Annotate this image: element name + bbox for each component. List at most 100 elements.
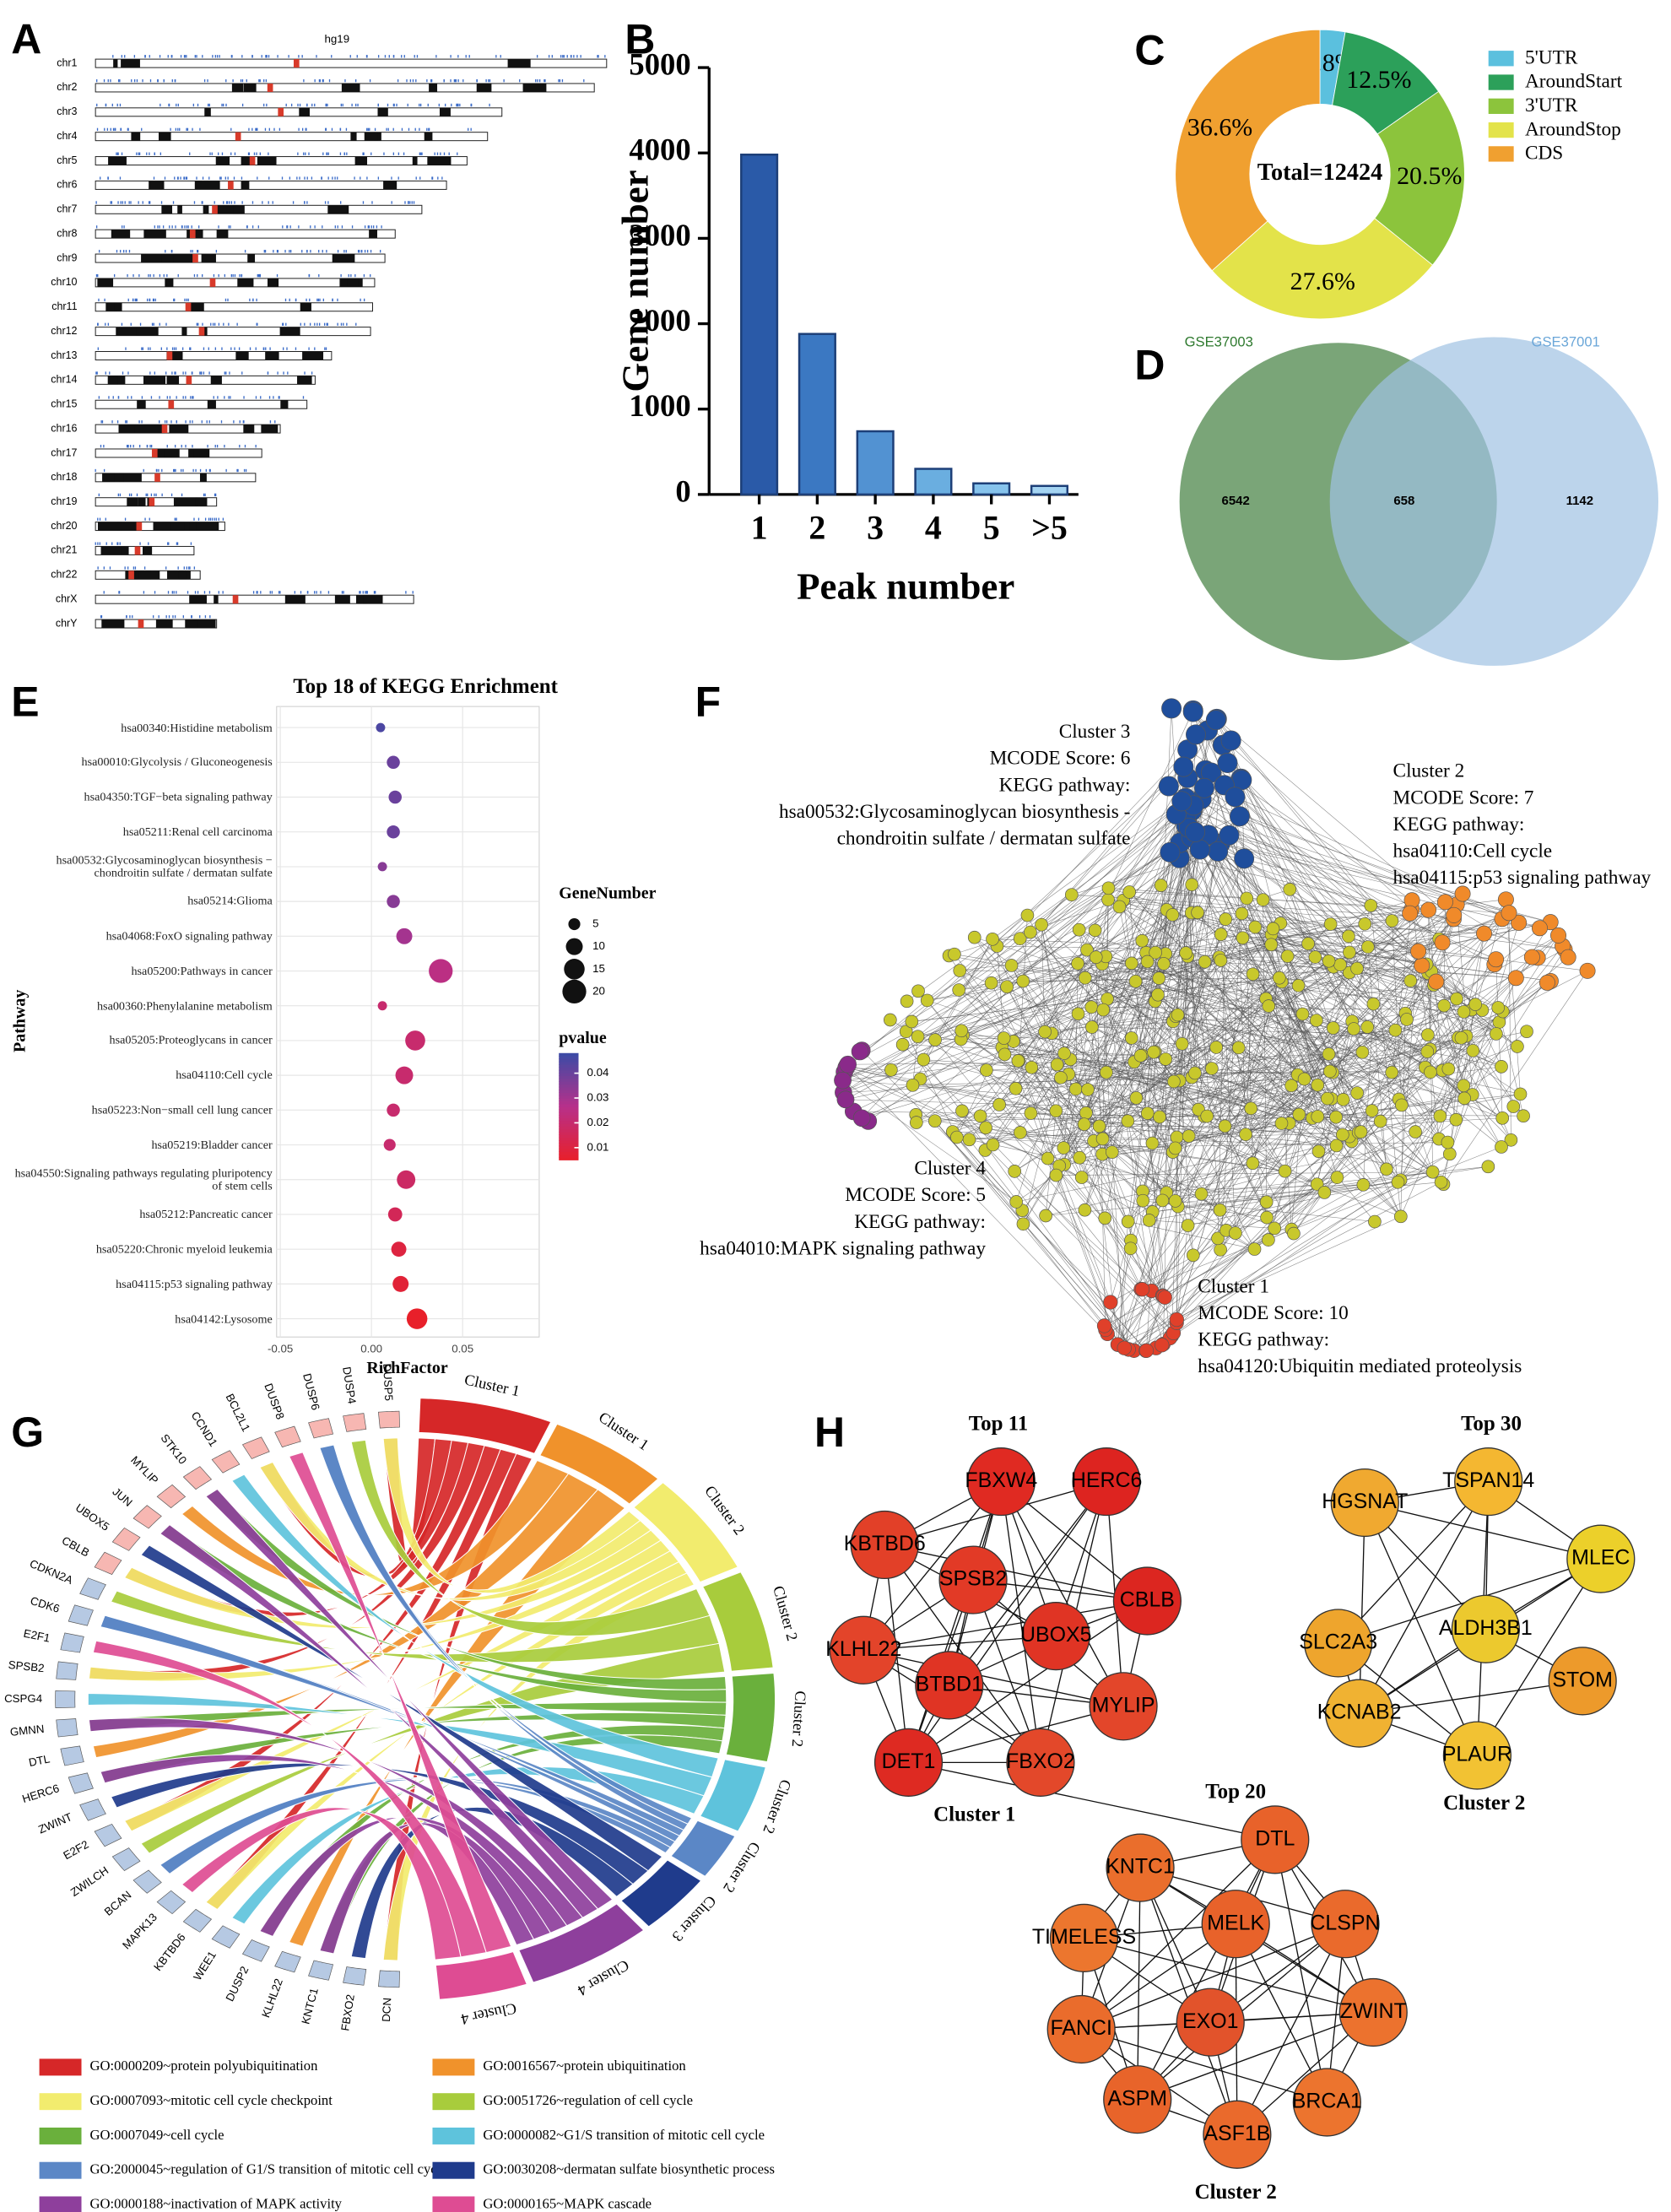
node [1078, 971, 1092, 985]
band [284, 595, 306, 604]
edge [969, 1139, 1134, 1351]
edge [1225, 918, 1484, 934]
panel-label: D [1134, 341, 1165, 388]
band [158, 132, 171, 141]
ppi-node-label: ASF1B [1203, 2122, 1270, 2145]
node [884, 1063, 898, 1077]
edge [1335, 1037, 1458, 1117]
edge [992, 938, 1080, 1158]
edge [1252, 974, 1298, 1075]
ppi-node-label: EXO1 [1182, 2009, 1239, 2033]
ppi-node [1304, 1609, 1373, 1678]
node [1434, 934, 1451, 951]
chromosome [95, 497, 218, 507]
edge [960, 970, 1349, 973]
node [1450, 992, 1463, 1006]
node [1009, 1081, 1023, 1095]
band [204, 107, 211, 116]
ppi-edge [1365, 1501, 1601, 1560]
node [1350, 961, 1364, 976]
gene-label: KLHL22 [259, 1977, 285, 2019]
node [1193, 777, 1214, 798]
band [243, 425, 255, 434]
band [412, 156, 418, 165]
node [1457, 1079, 1471, 1093]
node [1133, 1049, 1148, 1063]
band [143, 376, 166, 385]
band [233, 205, 245, 214]
dot [396, 928, 413, 944]
node [1490, 1027, 1503, 1041]
band [113, 59, 118, 68]
dot [387, 825, 400, 839]
node [1385, 914, 1399, 928]
edge [1199, 849, 1364, 1185]
band [138, 497, 146, 506]
edge [1400, 1036, 1467, 1181]
edge [1165, 1058, 1167, 1193]
colorbar-cell [559, 1117, 579, 1122]
cluster-annotation: KEGG pathway: [854, 1211, 986, 1233]
band [100, 546, 122, 555]
node [1414, 957, 1430, 974]
colorbar-cell [559, 1126, 579, 1130]
gene-box [308, 1418, 334, 1439]
edge [934, 1114, 1300, 1122]
y-tick-label-box: hsa04068:FoxO signaling pathway [106, 929, 273, 942]
cluster-arc [435, 1950, 528, 2001]
colorbar-cell [559, 1078, 579, 1082]
node [986, 933, 999, 946]
chromosome-label: chr21 [51, 544, 77, 556]
edge [1386, 1116, 1441, 1170]
ppi-node [1089, 1672, 1158, 1741]
edge [1044, 710, 1194, 1032]
edge [1011, 965, 1255, 1250]
y-tick-label: hsa04550:Signaling pathways regulating p… [14, 1165, 273, 1193]
edge [1128, 977, 1280, 1122]
band [108, 376, 118, 385]
y-tick-label: hsa05212:Pancreatic cancer [139, 1206, 273, 1221]
edge [1107, 1228, 1275, 1334]
node [1095, 1132, 1110, 1146]
dot [387, 1103, 400, 1117]
chromosome-label: chr2 [57, 81, 77, 93]
chromosome-label: chr17 [51, 446, 77, 458]
edge [1219, 956, 1317, 1185]
node [1391, 1175, 1405, 1189]
node [1096, 1003, 1111, 1017]
band [202, 327, 208, 336]
node [1173, 756, 1194, 777]
band [131, 132, 141, 141]
gene-box [111, 1847, 141, 1872]
colorbar-cell [559, 1109, 579, 1113]
band [236, 351, 249, 360]
gene-label: E2F2 [61, 1838, 90, 1863]
edge [1177, 1034, 1429, 1207]
ppi-node [1072, 1447, 1141, 1517]
edge [956, 1037, 1004, 1138]
node [1124, 1031, 1138, 1045]
band [364, 132, 378, 141]
edge [1056, 1111, 1128, 1222]
edge [843, 906, 1120, 1093]
node [1437, 998, 1451, 1013]
band [210, 376, 222, 385]
legend-swatch [39, 2196, 82, 2212]
edge [1302, 1014, 1443, 1071]
legend-swatch [39, 2058, 82, 2076]
ppi-node [1325, 1679, 1394, 1748]
cluster-annotation: hsa00532:Glycosaminoglycan biosynthesis … [779, 801, 1130, 823]
ppi-group-title: Top 11 [969, 1413, 1028, 1436]
ribbon [319, 1822, 535, 1955]
cluster-annotation: MCODE Score: 7 [1393, 787, 1534, 809]
band [190, 302, 204, 311]
ribbon [231, 1766, 705, 1925]
node [1020, 908, 1035, 922]
node [1117, 1340, 1132, 1355]
edge [1084, 1052, 1155, 1210]
y-tick-label: 5000 [629, 46, 690, 81]
dot [377, 862, 387, 872]
band [299, 107, 310, 116]
node [1446, 906, 1463, 923]
edge [962, 1035, 1087, 1113]
